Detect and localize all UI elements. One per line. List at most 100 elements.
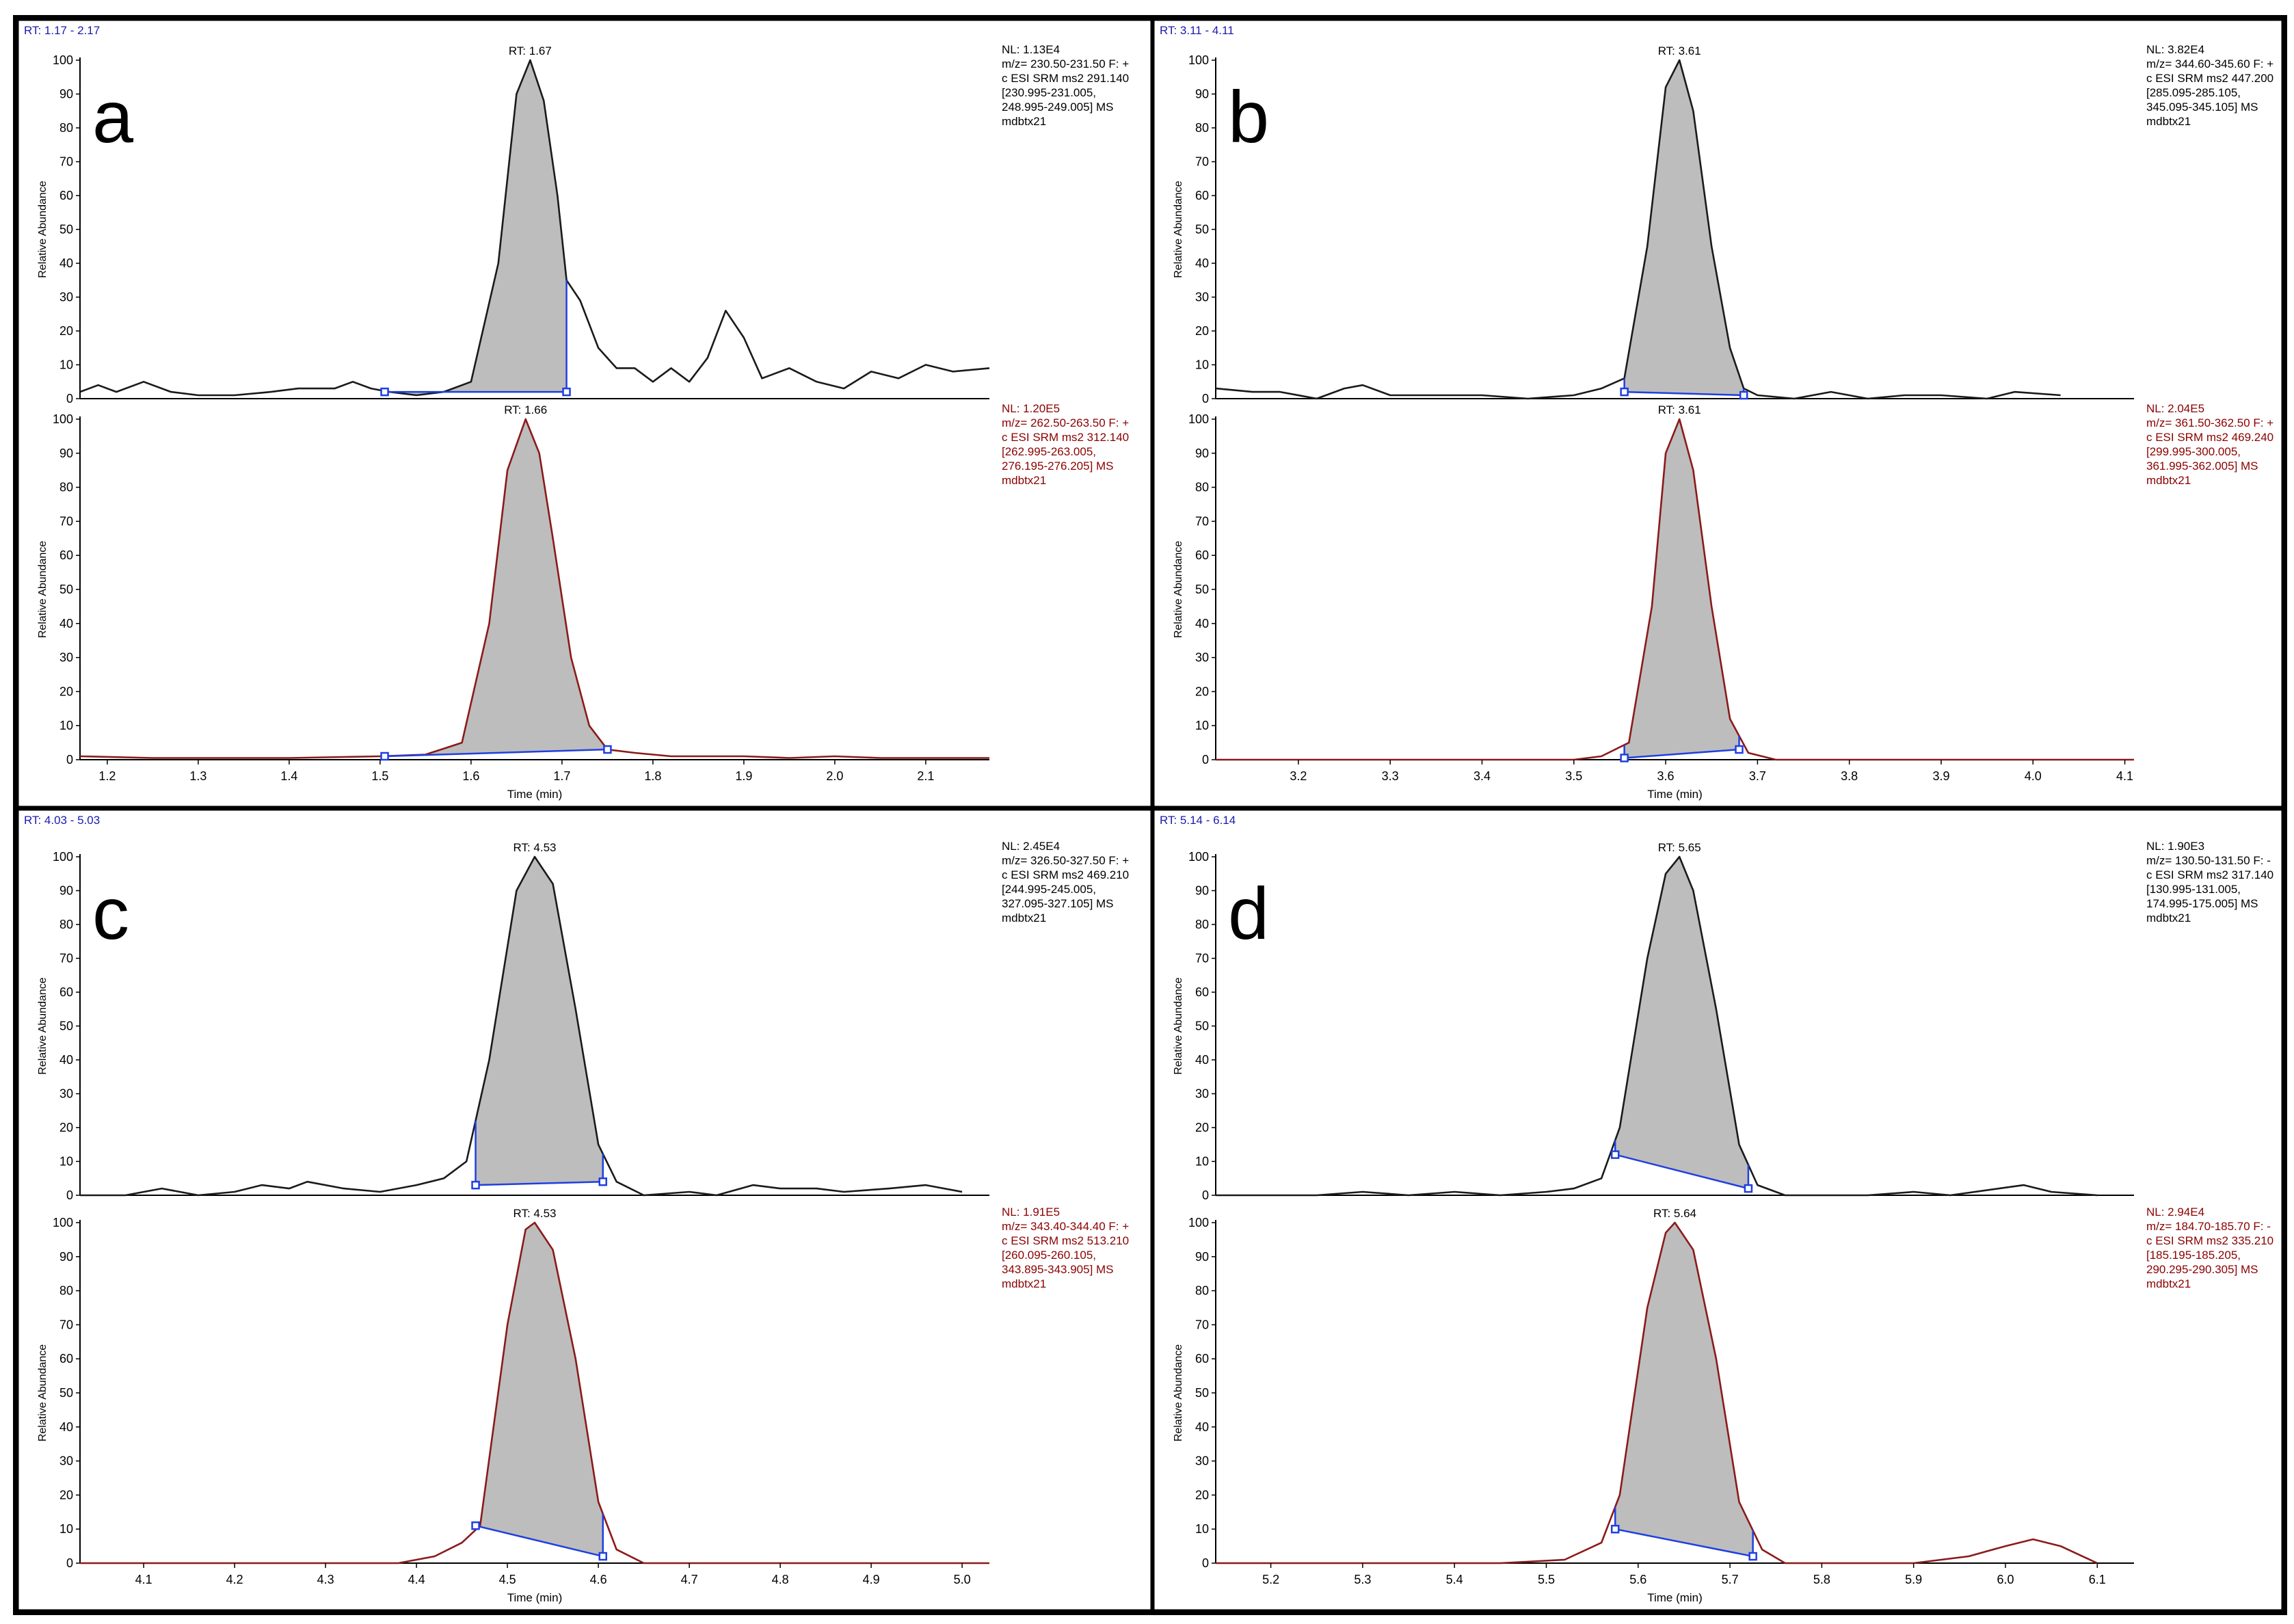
- peak-rt-label: RT: 5.64: [1653, 1207, 1696, 1220]
- scan-info-line: c ESI SRM ms2 469.210: [1002, 868, 1129, 881]
- panel-b: RT: 3.11 - 4.11b0102030405060708090100Re…: [1151, 17, 2285, 810]
- x-axis-title: Time (min): [1647, 1591, 1703, 1604]
- y-tick-label: 70: [59, 155, 73, 169]
- y-axis-title: Relative Abundance: [1173, 541, 1184, 638]
- x-tick-label: 3.5: [1565, 769, 1582, 783]
- scan-info-line: c ESI SRM ms2 312.140: [1002, 431, 1129, 444]
- y-tick-label: 20: [59, 1121, 73, 1134]
- y-tick-label: 80: [59, 121, 73, 135]
- y-tick-label: 50: [59, 1020, 73, 1033]
- x-tick-label: 3.4: [1473, 769, 1491, 783]
- y-tick-label: 20: [59, 684, 73, 698]
- y-tick-label: 0: [66, 1188, 73, 1202]
- y-tick-label: 50: [1195, 223, 1209, 237]
- y-tick-label: 50: [1195, 583, 1209, 596]
- y-tick-label: 80: [1195, 481, 1209, 494]
- scan-info-line: mdbtx21: [1002, 474, 1046, 487]
- y-tick-label: 100: [53, 1216, 73, 1229]
- integrated-peak-area: [1624, 419, 1739, 758]
- x-tick-label: 1.7: [553, 769, 570, 783]
- y-tick-label: 60: [59, 985, 73, 999]
- trace-line: [1215, 59, 2061, 400]
- upper-chromatogram: 0 10 20 30 40 50 60 70 80 90 100 Relative Abundance…: [1173, 840, 2273, 1202]
- scan-info-line: [285.095-285.105,: [2146, 86, 2241, 99]
- y-tick-label: 100: [53, 850, 73, 864]
- y-tick-label: 100: [1188, 1216, 1209, 1229]
- x-tick-label: 4.7: [681, 1573, 698, 1586]
- scan-info-line: m/z= 130.50-131.50 F: -: [2146, 854, 2271, 867]
- integration-end-marker: [1748, 1552, 1757, 1561]
- y-tick-label: 0: [66, 753, 73, 767]
- y-axis-title: Relative Abundance: [37, 1344, 49, 1441]
- figure-frame: [13, 15, 2287, 1615]
- y-axis-title: Relative Abundance: [1173, 1344, 1184, 1441]
- y-tick-label: 90: [1195, 1250, 1209, 1264]
- scan-info-line: mdbtx21: [2146, 911, 2191, 924]
- y-tick-label: 90: [59, 884, 73, 898]
- scan-info-line: [262.995-263.005,: [1002, 445, 1096, 458]
- x-tick-label: 3.3: [1382, 769, 1399, 783]
- integration-start-marker: [471, 1180, 480, 1190]
- x-tick-label: 4.2: [226, 1573, 243, 1586]
- y-tick-label: 60: [1195, 548, 1209, 562]
- y-tick-label: 100: [53, 53, 73, 67]
- y-tick-label: 60: [1195, 1352, 1209, 1366]
- y-axis-title: Relative Abundance: [37, 181, 49, 278]
- x-tick-label: 5.8: [1813, 1573, 1830, 1586]
- integration-start-marker: [1610, 1150, 1620, 1159]
- y-tick-label: 70: [1195, 1318, 1209, 1331]
- scan-info-line: c ESI SRM ms2 469.240: [2146, 431, 2273, 444]
- scan-info-line: NL: 3.82E4: [2146, 43, 2204, 56]
- scan-info-line: mdbtx21: [1002, 911, 1046, 924]
- integration-baseline: [1624, 390, 1744, 397]
- y-tick-label: 40: [59, 256, 73, 270]
- y-tick-label: 70: [59, 952, 73, 966]
- y-axis-title: Relative Abundance: [1173, 181, 1184, 278]
- y-tick-label: 30: [59, 1087, 73, 1101]
- y-tick-label: 90: [59, 447, 73, 460]
- scan-info-line: 343.895-343.905] MS: [1002, 1263, 1114, 1276]
- integration-start-marker: [380, 387, 389, 397]
- y-tick-label: 0: [1202, 753, 1209, 767]
- integration-baseline: [1624, 748, 1739, 759]
- panel-letter: a: [92, 75, 134, 158]
- x-tick-label: 3.8: [1841, 769, 1858, 783]
- integration-end-marker: [1744, 1184, 1753, 1193]
- y-tick-label: 50: [1195, 1020, 1209, 1033]
- scan-info-line: NL: 1.90E3: [2146, 840, 2204, 853]
- x-tick-label: 1.8: [644, 769, 661, 783]
- y-axis-title: Relative Abundance: [37, 541, 49, 638]
- y-axis-title: Relative Abundance: [37, 977, 49, 1074]
- y-tick-label: 40: [1195, 1420, 1209, 1434]
- panel-a: RT: 1.17 - 2.17a0102030405060708090100Re…: [15, 17, 1154, 810]
- x-tick-label: 1.6: [462, 769, 479, 783]
- y-tick-label: 100: [1188, 53, 1209, 67]
- y-tick-label: 20: [59, 324, 73, 338]
- upper-chromatogram: 0 10 20 30 40 50 60 70 80 90 100 Relative Abundance…: [37, 840, 1129, 1202]
- panel-letter: c: [92, 872, 129, 955]
- integration-end-marker: [1735, 745, 1744, 754]
- x-tick-label: 5.4: [1446, 1573, 1463, 1586]
- x-tick-label: 2.1: [917, 769, 934, 783]
- y-tick-label: 60: [1195, 985, 1209, 999]
- trace-line: [1216, 855, 2098, 1197]
- integration-end-marker: [603, 745, 612, 754]
- y-tick-label: 30: [59, 291, 73, 304]
- y-tick-label: 30: [59, 651, 73, 665]
- integrated-peak-area: [384, 419, 608, 757]
- y-tick-label: 0: [66, 1556, 73, 1570]
- scan-info-line: [299.995-300.005,: [2146, 445, 2241, 458]
- scan-info-line: c ESI SRM ms2 335.210: [2146, 1234, 2273, 1247]
- x-tick-label: 1.9: [735, 769, 752, 783]
- scan-info-line: NL: 1.13E4: [1002, 43, 1060, 56]
- x-axis-title: Time (min): [507, 788, 563, 801]
- integration-start-marker: [471, 1521, 480, 1530]
- integrated-peak-area: [384, 60, 567, 396]
- y-tick-label: 10: [59, 1522, 73, 1536]
- trace-line: [80, 1221, 989, 1565]
- y-tick-label: 60: [59, 1352, 73, 1366]
- y-tick-label: 60: [1195, 189, 1209, 202]
- scan-info-line: [130.995-131.005,: [2146, 883, 2241, 896]
- y-tick-label: 40: [59, 1053, 73, 1067]
